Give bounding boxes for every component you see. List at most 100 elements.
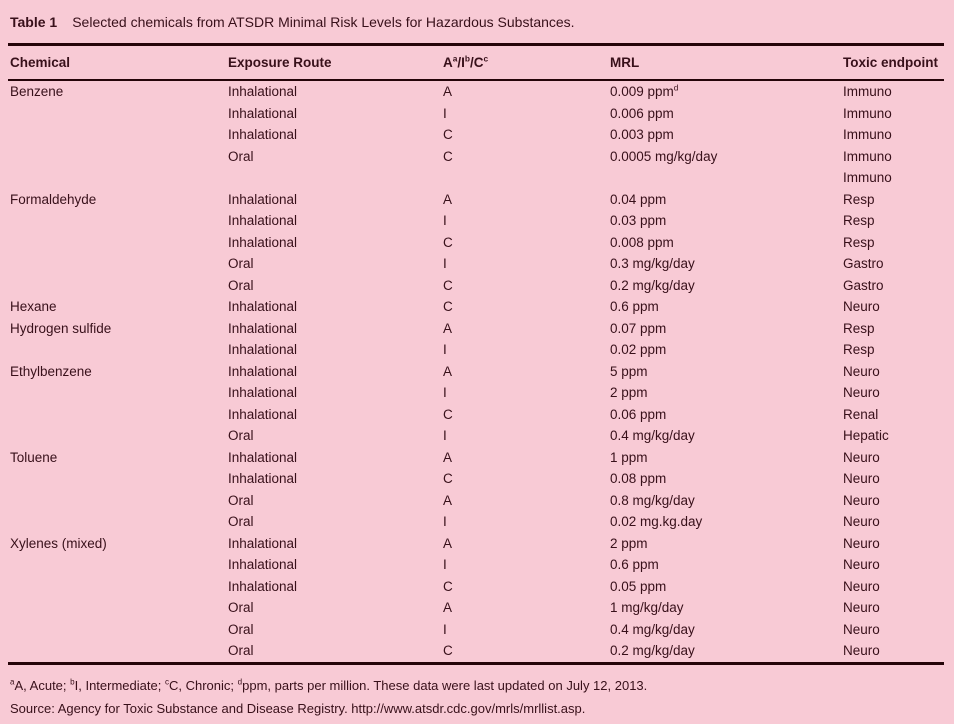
table-row: Oral I 0.02 mg.kg.day Neuro xyxy=(8,511,944,533)
cell-chemical: Xylenes (mixed) xyxy=(10,535,107,551)
cell-class: I xyxy=(443,621,447,637)
cell-mrl: 0.006 ppm xyxy=(610,105,674,121)
cell-chemical: Hydrogen sulfide xyxy=(10,320,112,336)
cell-mrl: 1 mg/kg/day xyxy=(610,600,684,616)
cell-mrl: 0.008 ppm xyxy=(610,234,674,250)
table-row: Inhalational I 2 ppm Neuro xyxy=(8,382,944,404)
column-header-chemical: Chemical xyxy=(10,55,71,70)
cell-route: Inhalational xyxy=(228,363,298,379)
cell-route: Inhalational xyxy=(228,471,298,487)
cell-route: Inhalational xyxy=(228,320,298,336)
cell-class: C xyxy=(443,234,453,250)
cell-route: Inhalational xyxy=(228,557,298,573)
cell-endpoint: Neuro xyxy=(843,600,880,616)
cell-mrl: 0.05 ppm xyxy=(610,578,667,594)
cell-route: Inhalational xyxy=(228,191,298,207)
cell-route: Oral xyxy=(228,492,254,508)
cell-endpoint: Resp xyxy=(843,320,875,336)
cell-mrl: 0.2 mg/kg/day xyxy=(610,277,695,293)
cell-endpoint: Neuro xyxy=(843,578,880,594)
table-row: Inhalational I 0.02 ppm Resp xyxy=(8,339,944,361)
cell-mrl: 0.02 mg.kg.day xyxy=(610,514,703,530)
cell-class: I xyxy=(443,557,447,573)
table-row: Oral A 0.8 mg/kg/day Neuro xyxy=(8,490,944,512)
table-row: Oral C 0.2 mg/kg/day Neuro xyxy=(8,640,944,662)
cell-mrl: 0.6 ppm xyxy=(610,557,659,573)
cell-route: Oral xyxy=(228,600,254,616)
cell-chemical: Formaldehyde xyxy=(10,191,97,207)
cell-mrl: 0.8 mg/kg/day xyxy=(610,492,695,508)
column-header-endpoint: Toxic endpoint xyxy=(843,55,938,70)
table-row: Toluene Inhalational A 1 ppm Neuro xyxy=(8,447,944,469)
footnote-abbreviations: aA, Acute; bI, Intermediate; cC, Chronic… xyxy=(10,677,648,693)
table-row: Inhalational I 0.6 ppm Neuro xyxy=(8,554,944,576)
table-footnotes: aA, Acute; bI, Intermediate; cC, Chronic… xyxy=(8,674,944,721)
cell-mrl: 0.4 mg/kg/day xyxy=(610,428,695,444)
cell-class: C xyxy=(443,277,453,293)
cell-endpoint: Neuro xyxy=(843,557,880,573)
cell-endpoint: Resp xyxy=(843,191,875,207)
table-row: Oral A 1 mg/kg/day Neuro xyxy=(8,597,944,619)
cell-endpoint: Neuro xyxy=(843,643,880,659)
cell-route: Inhalational xyxy=(228,234,298,250)
cell-route: Oral xyxy=(228,148,254,164)
cell-route: Inhalational xyxy=(228,84,298,100)
cell-class: A xyxy=(443,600,453,616)
cell-class: I xyxy=(443,428,447,444)
cell-endpoint: Hepatic xyxy=(843,428,889,444)
cell-mrl: 1 ppm xyxy=(610,449,648,465)
table-row: Oral I 0.4 mg/kg/day Neuro xyxy=(8,619,944,641)
cell-mrl: 0.08 ppm xyxy=(610,471,667,487)
cell-route: Inhalational xyxy=(228,578,298,594)
cell-endpoint: Neuro xyxy=(843,363,880,379)
column-header-route: Exposure Route xyxy=(228,55,332,70)
cell-class: A xyxy=(443,363,453,379)
cell-endpoint: Immuno xyxy=(843,170,892,186)
table-row: Xylenes (mixed) Inhalational A 2 ppm Neuro xyxy=(8,533,944,555)
cell-route: Inhalational xyxy=(228,105,298,121)
cell-endpoint: Neuro xyxy=(843,621,880,637)
cell-class: A xyxy=(443,449,453,465)
table-row: Hexane Inhalational C 0.6 ppm Neuro xyxy=(8,296,944,318)
cell-route: Inhalational xyxy=(228,299,298,315)
cell-class: C xyxy=(443,578,453,594)
table-caption: Table 1 Selected chemicals from ATSDR Min… xyxy=(8,12,944,32)
table-row: Oral I 0.3 mg/kg/day Gastro xyxy=(8,253,944,275)
cell-class: A xyxy=(443,535,453,551)
table-row: Formaldehyde Inhalational A 0.04 ppm Resp xyxy=(8,189,944,211)
cell-class: C xyxy=(443,127,453,143)
cell-route: Oral xyxy=(228,621,254,637)
cell-route: Oral xyxy=(228,256,254,272)
cell-route: Oral xyxy=(228,428,254,444)
cell-class: C xyxy=(443,406,453,422)
cell-class: C xyxy=(443,299,453,315)
cell-mrl: 5 ppm xyxy=(610,363,648,379)
cell-endpoint: Immuno xyxy=(843,148,892,164)
cell-endpoint: Neuro xyxy=(843,471,880,487)
table-row: Inhalational C 0.05 ppm Neuro xyxy=(8,576,944,598)
table-row: Inhalational C 0.008 ppm Resp xyxy=(8,232,944,254)
cell-endpoint: Renal xyxy=(843,406,879,422)
cell-mrl: 2 ppm xyxy=(610,385,648,401)
cell-mrl: 2 ppm xyxy=(610,535,648,551)
table-row: Benzene Inhalational A 0.009 ppmd Immuno xyxy=(8,81,944,103)
column-header-class: Aa/Ib/Cc xyxy=(443,55,489,70)
table-row: Oral I 0.4 mg/kg/day Hepatic xyxy=(8,425,944,447)
cell-class: C xyxy=(443,471,453,487)
table-row: Inhalational I 0.03 ppm Resp xyxy=(8,210,944,232)
cell-class: I xyxy=(443,256,447,272)
cell-route: Inhalational xyxy=(228,406,298,422)
cell-route: Inhalational xyxy=(228,385,298,401)
cell-chemical: Toluene xyxy=(10,449,58,465)
cell-endpoint: Gastro xyxy=(843,256,884,272)
cell-class: I xyxy=(443,105,447,121)
cell-endpoint: Neuro xyxy=(843,449,880,465)
cell-mrl: 0.02 ppm xyxy=(610,342,667,358)
cell-chemical: Ethylbenzene xyxy=(10,363,92,379)
cell-endpoint: Immuno xyxy=(843,127,892,143)
cell-endpoint: Neuro xyxy=(843,299,880,315)
cell-mrl: 0.3 mg/kg/day xyxy=(610,256,695,272)
column-header-mrl: MRL xyxy=(610,55,640,70)
cell-endpoint: Immuno xyxy=(843,105,892,121)
cell-route: Inhalational xyxy=(228,449,298,465)
